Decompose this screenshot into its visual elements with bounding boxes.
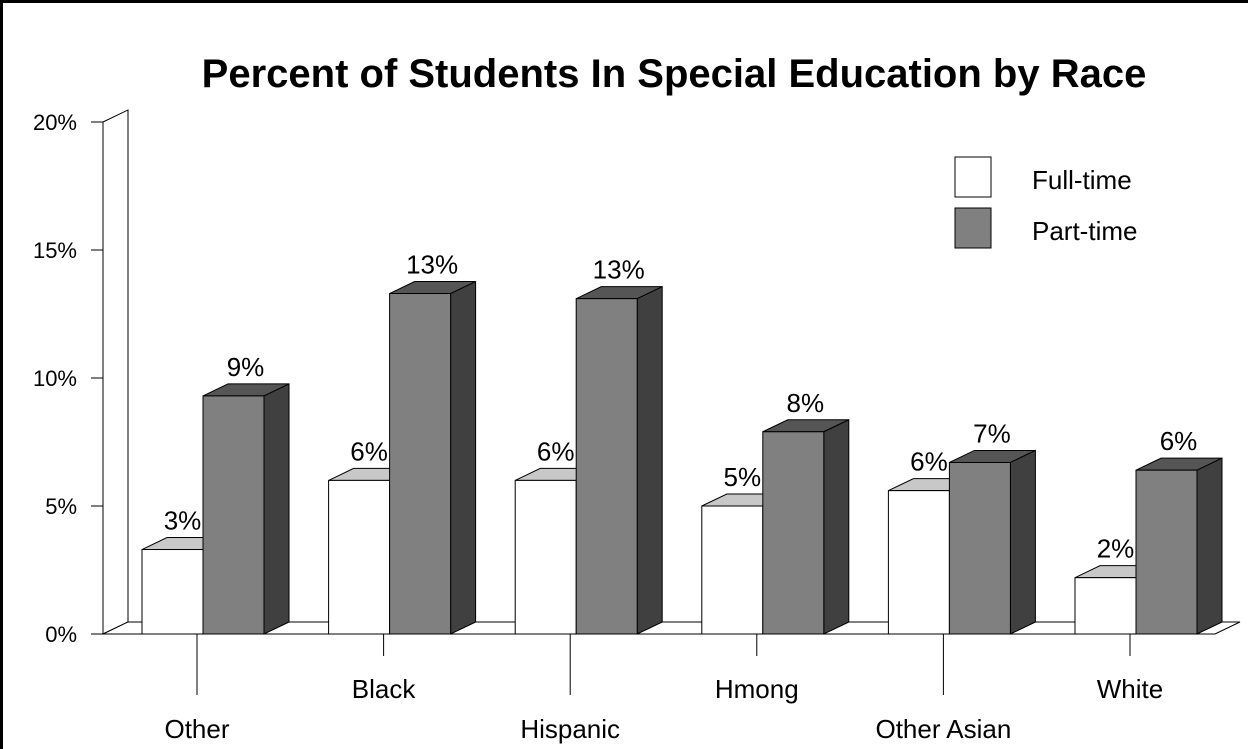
data-label-full-time: 6% [910,447,948,477]
data-label-part-time: 13% [593,255,645,285]
bar-part-time-face [389,293,452,635]
bar-full-time-face [328,479,391,635]
back-wall [102,109,129,635]
legend-label-part-time: Part-time [1032,216,1137,246]
category-label: Other Asian [875,714,1011,744]
category-label: Black [352,674,417,704]
y-tick-label: 0% [45,622,77,647]
bar-part-time [948,449,1036,635]
bar-part-time-side [636,285,663,635]
bar-part-time [575,285,663,635]
legend-label-full-time: Full-time [1032,165,1132,195]
bar-part-time-face [575,298,638,635]
category-label: Hispanic [520,714,620,744]
category-label: Hmong [715,674,799,704]
bar-full-time-face [887,490,950,635]
bar-full-time-face [514,479,577,635]
data-label-full-time: 2% [1097,534,1135,564]
bar-part-time-side [263,383,290,635]
bar-part-time [389,280,477,635]
bar-part-time-face [202,395,265,635]
y-tick-label: 20% [33,110,77,135]
chart-title: Percent of Students In Special Education… [201,52,1147,96]
data-label-full-time: 6% [350,436,388,466]
category-label: White [1097,674,1163,704]
data-label-full-time: 6% [537,436,575,466]
data-label-full-time: 5% [724,462,762,492]
bar-full-time-face [141,549,204,635]
bar-part-time-side [1009,449,1036,635]
y-tick-label: 15% [33,238,77,263]
data-label-full-time: 3% [164,506,202,536]
bar-part-time-side [823,418,850,635]
data-label-part-time: 7% [973,418,1011,448]
bar-part-time-side [1196,457,1223,635]
legend-swatch-part-time [954,207,992,249]
bar-part-time-face [762,431,825,635]
data-label-part-time: 9% [227,352,265,382]
bar-full-time-face [701,505,764,635]
bar-part-time-side [450,280,477,635]
bar-full-time-face [1074,577,1137,635]
category-label: Other [164,714,229,744]
bar-part-time [762,418,850,635]
legend-swatch-full-time [954,156,992,198]
legend: Full-time Part-time [954,156,1137,249]
bar-part-time-face [1135,469,1198,635]
data-label-part-time: 8% [787,388,825,418]
bar-part-time-face [948,461,1011,635]
bar-part-time [202,383,290,635]
data-label-part-time: 6% [1160,426,1198,456]
y-tick-label: 5% [45,494,77,519]
y-tick-label: 10% [33,366,77,391]
bar-part-time [1135,457,1223,635]
data-label-part-time: 13% [406,250,458,280]
